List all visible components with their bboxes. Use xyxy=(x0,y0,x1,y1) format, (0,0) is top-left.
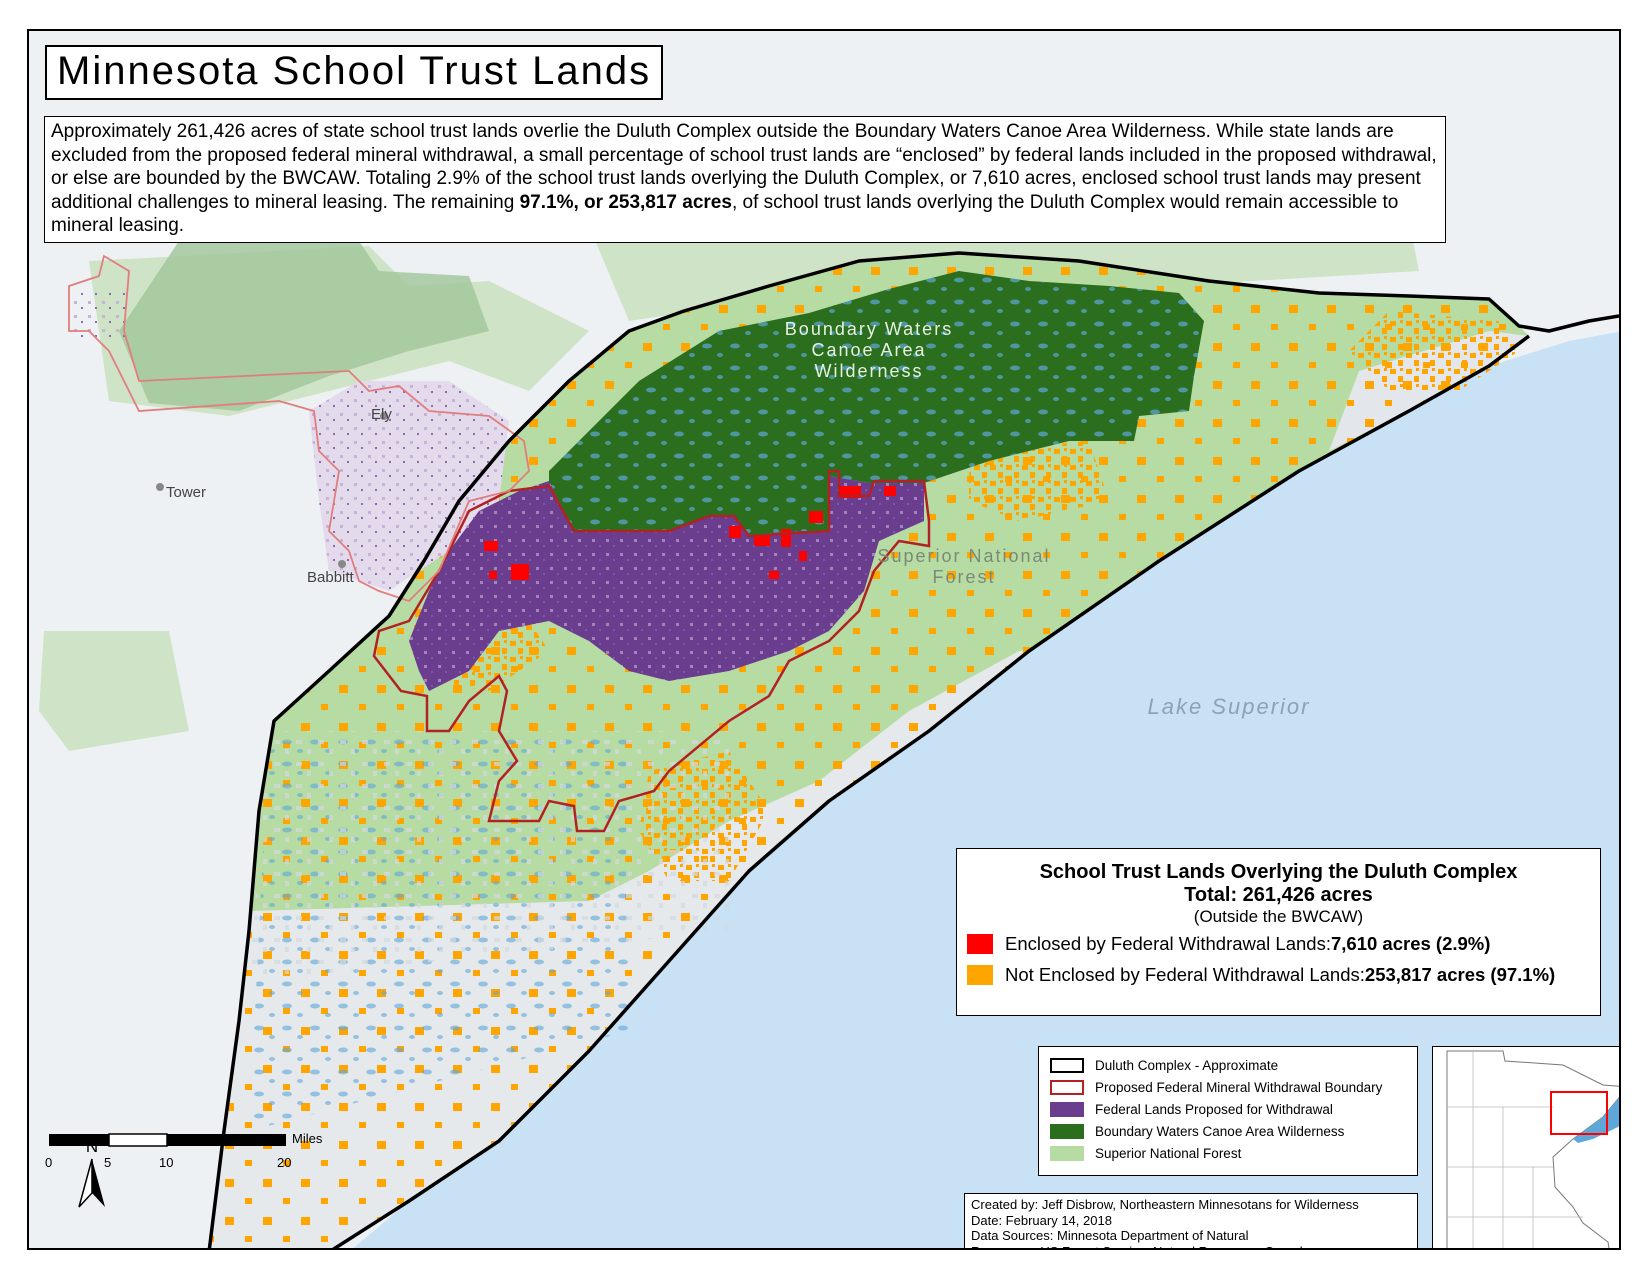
federal-lands-swatch xyxy=(1050,1102,1084,1117)
description-part1: Approximately 261,426 acres of state sch… xyxy=(51,121,1437,213)
west-forest-patch xyxy=(39,631,189,751)
enclosed-swatch xyxy=(967,934,993,954)
place-babbitt[interactable]: Babbitt xyxy=(307,569,354,586)
school-trust-cluster-mid xyxy=(969,441,1109,521)
legend-bwcaw: Boundary Waters Canoe Area Wilderness xyxy=(1050,1124,1344,1139)
enclosed-parcels xyxy=(484,486,896,580)
map-frame[interactable]: Minnesota School Trust Lands Approximate… xyxy=(27,29,1621,1250)
withdrawal-boundary xyxy=(372,469,931,833)
legend-bwcaw-label: Boundary Waters Canoe Area Wilderness xyxy=(1095,1124,1345,1139)
description-part2: , of school trust lands overlying the Du… xyxy=(51,191,1399,237)
description-bold: 97.1%, or 253,817 acres xyxy=(519,191,732,213)
credits-line4: Resources, US Forest Service, Natural Re… xyxy=(971,1244,1411,1249)
legend-withdrawal-boundary: Proposed Federal Mineral Withdrawal Boun… xyxy=(1050,1080,1382,1095)
map-description: Approximately 261,426 acres of state sch… xyxy=(44,116,1446,243)
inset-extent-box xyxy=(1550,1091,1608,1135)
enclosed-value: 7,610 acres (2.9%) xyxy=(1330,933,1491,954)
snf-label-line1: Superior National xyxy=(877,546,1051,566)
credits-line1: Created by: Jeff Disbrow, Northeastern M… xyxy=(971,1197,1359,1212)
legend-note: (Outside the BWCAW) xyxy=(1193,907,1364,926)
gray-speckle xyxy=(249,731,729,981)
place-tower[interactable]: Tower xyxy=(166,484,207,501)
inset-state-outline xyxy=(1446,1050,1619,1248)
snf-swatch xyxy=(1050,1146,1084,1161)
legend-federal-lands-label: Federal Lands Proposed for Withdrawal xyxy=(1095,1102,1333,1117)
legend-row-not-enclosed: Not Enclosed by Federal Withdrawal Lands… xyxy=(967,964,1555,986)
lake-superior-label: Lake Superior xyxy=(1147,694,1311,719)
not-enclosed-swatch xyxy=(967,965,993,985)
snf-label-line2: Forest xyxy=(932,567,996,587)
scale-tick-5: 5 xyxy=(104,1155,112,1170)
duluth-complex-outline xyxy=(207,251,1619,1248)
legend-duluth-complex: Duluth Complex - Approximate xyxy=(1050,1058,1278,1073)
legend-total: Total: 261,426 acres xyxy=(1184,884,1373,906)
inset-county-lines xyxy=(1447,1051,1583,1248)
babbitt-marker[interactable] xyxy=(338,560,346,568)
school-trust-cluster-east xyxy=(1349,311,1519,391)
legend-withdrawal-boundary-label: Proposed Federal Mineral Withdrawal Boun… xyxy=(1095,1080,1383,1095)
bwcaw-label-line2: Canoe Area xyxy=(811,340,927,360)
credits-line3: Data Sources: Minnesota Department of Na… xyxy=(971,1228,1249,1243)
north-arrow: N xyxy=(77,1137,107,1216)
bwcaw-lakes xyxy=(549,271,1204,536)
locator-inset[interactable] xyxy=(1432,1046,1619,1248)
snf-label: Superior National Forest xyxy=(849,546,1079,588)
duluth-complex-swatch xyxy=(1050,1058,1084,1073)
place-ely[interactable]: Ely xyxy=(371,406,392,423)
map-credits: Created by: Jeff Disbrow, Northeastern M… xyxy=(964,1193,1418,1249)
scale-tick-0: 0 xyxy=(45,1155,53,1170)
withdrawal-boundary-swatch xyxy=(1050,1080,1084,1095)
scale-unit: Miles xyxy=(292,1131,323,1146)
bwcaw-swatch xyxy=(1050,1124,1084,1139)
north-arrow-icon xyxy=(78,1158,105,1208)
legend-duluth-complex-label: Duluth Complex - Approximate xyxy=(1095,1058,1279,1073)
layer-legend: Duluth Complex - Approximate Proposed Fe… xyxy=(1038,1046,1418,1176)
credits-line2: Date: February 14, 2018 xyxy=(971,1212,1112,1228)
legend-federal-lands: Federal Lands Proposed for Withdrawal xyxy=(1050,1102,1333,1117)
tower-speckle xyxy=(69,291,129,341)
legend-title: School Trust Lands Overlying the Duluth … xyxy=(1039,861,1518,883)
federal-withdrawal-speckle xyxy=(409,476,924,691)
map-title: Minnesota School Trust Lands xyxy=(45,45,664,100)
bwcaw-label-line1: Boundary Waters xyxy=(784,319,954,339)
ely-marker[interactable] xyxy=(380,412,388,420)
legend-snf: Superior National Forest xyxy=(1050,1146,1241,1161)
bwcaw-label-line3: Wilderness xyxy=(814,361,924,381)
legend-row-enclosed: Enclosed by Federal Withdrawal Lands: 7,… xyxy=(967,933,1490,955)
scale-tick-20: 20 xyxy=(277,1155,292,1170)
north-label: N xyxy=(85,1137,99,1156)
bwcaw-label: Boundary Waters Canoe Area Wilderness xyxy=(769,319,969,382)
trust-lands-legend: School Trust Lands Overlying the Duluth … xyxy=(956,848,1601,1016)
scale-bar xyxy=(49,1133,286,1147)
legend-snf-label: Superior National Forest xyxy=(1095,1146,1242,1161)
inset-map xyxy=(1446,1050,1619,1248)
western-boundary-outline xyxy=(68,254,530,603)
not-enclosed-value: 253,817 acres (97.1%) xyxy=(1364,964,1556,985)
not-enclosed-label: Not Enclosed by Federal Withdrawal Lands… xyxy=(1005,964,1365,985)
enclosed-label: Enclosed by Federal Withdrawal Lands: xyxy=(1005,933,1331,954)
tower-marker[interactable] xyxy=(156,483,164,491)
lake-superior xyxy=(353,331,1619,1248)
scale-tick-10: 10 xyxy=(159,1155,174,1170)
quetico-park xyxy=(119,241,489,411)
